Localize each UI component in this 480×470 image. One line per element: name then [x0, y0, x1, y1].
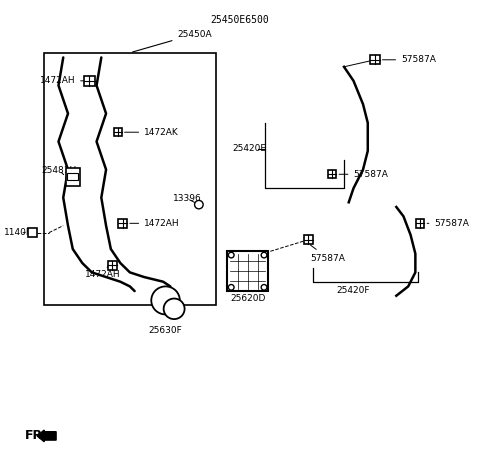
Text: 57587A: 57587A: [311, 245, 346, 263]
Bar: [108, 261, 117, 270]
Circle shape: [164, 298, 185, 319]
Bar: [28, 228, 36, 237]
Circle shape: [261, 252, 267, 258]
Text: 25630F: 25630F: [149, 326, 182, 335]
Text: 1472AH: 1472AH: [130, 219, 180, 228]
Text: 25481H: 25481H: [42, 166, 77, 175]
Text: 13396: 13396: [173, 194, 202, 204]
Bar: [44, 53, 216, 305]
FancyArrow shape: [37, 430, 56, 442]
Text: 25620D: 25620D: [230, 294, 265, 303]
Text: 57587A: 57587A: [339, 170, 388, 179]
Bar: [67, 173, 78, 180]
Text: 1472AH: 1472AH: [39, 76, 92, 86]
Circle shape: [151, 286, 180, 314]
Text: 1472AK: 1472AK: [124, 128, 179, 137]
Text: 1472AH: 1472AH: [84, 266, 120, 279]
Bar: [228, 251, 268, 291]
Bar: [119, 219, 127, 227]
Bar: [304, 235, 312, 244]
Circle shape: [194, 200, 203, 209]
Bar: [84, 76, 95, 86]
Circle shape: [228, 252, 234, 258]
Text: 25450A: 25450A: [132, 30, 212, 52]
Bar: [66, 168, 80, 186]
Bar: [328, 170, 336, 179]
Circle shape: [228, 284, 234, 290]
Text: 25420E: 25420E: [232, 144, 266, 153]
Text: 1140FF: 1140FF: [4, 228, 37, 237]
Bar: [114, 128, 122, 136]
Text: 57587A: 57587A: [383, 55, 436, 64]
Text: 25450E6500: 25450E6500: [210, 16, 269, 25]
Text: FR.: FR.: [25, 430, 48, 442]
Bar: [370, 55, 380, 64]
Text: 57587A: 57587A: [427, 219, 469, 228]
Text: 25420F: 25420F: [337, 286, 370, 295]
Bar: [416, 219, 424, 227]
Circle shape: [261, 284, 267, 290]
